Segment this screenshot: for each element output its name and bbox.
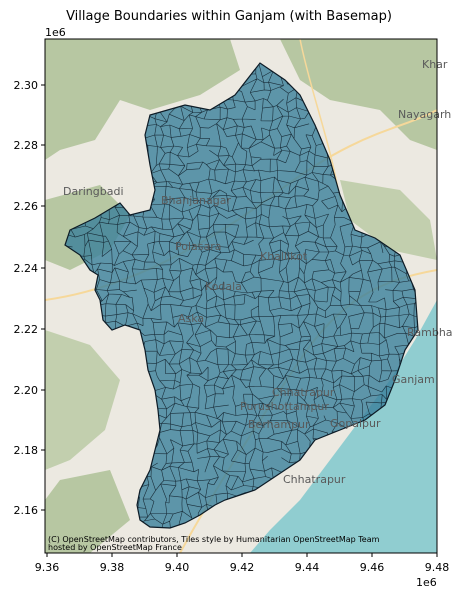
map-title: Village Boundaries within Ganjam (with B… <box>66 9 392 24</box>
place-label: Khar <box>422 58 448 71</box>
x-tick-label: 9.44 <box>295 561 320 574</box>
y-tick-label: 2.28 <box>14 139 39 152</box>
ganjam-district <box>64 62 419 529</box>
forest-area <box>340 180 437 260</box>
y-tick-label: 2.30 <box>14 79 39 92</box>
place-label: Polasara <box>175 240 222 253</box>
place-label: Gopalpur <box>330 417 381 430</box>
x-tick-label: 9.46 <box>360 561 385 574</box>
x-offset-label: 1e6 <box>416 576 437 589</box>
place-label: Bhanjanagar <box>161 194 231 207</box>
y-tick-label: 2.24 <box>14 262 39 275</box>
place-label: Kodala <box>205 280 242 293</box>
x-tick-label: 9.38 <box>100 561 125 574</box>
place-label: Ganjam <box>392 373 435 386</box>
x-axis: 9.36 9.38 9.40 9.42 9.44 9.46 9.48 <box>35 553 450 574</box>
place-label: Berhampur <box>248 418 310 431</box>
x-tick-label: 9.42 <box>230 561 255 574</box>
x-tick-label: 9.36 <box>35 561 60 574</box>
y-axis: 2.30 2.28 2.26 2.24 2.22 2.20 2.18 2.16 <box>14 79 45 517</box>
place-label: Chhatrapur <box>283 473 346 486</box>
y-offset-label: 1e6 <box>45 26 66 39</box>
sea-area <box>250 300 437 553</box>
place-label: Purushottampur <box>240 400 329 413</box>
attribution: (C) OpenStreetMap contributors, Tiles st… <box>48 535 380 552</box>
y-tick-label: 2.16 <box>14 504 39 517</box>
x-tick-label: 9.40 <box>165 561 190 574</box>
forest-area <box>45 330 120 470</box>
place-label: Nayagarh <box>398 108 451 121</box>
place-label: Aska <box>178 312 204 325</box>
place-label: Rambha <box>407 326 453 339</box>
place-labels: Daringbadi Bhanjanagar Nayagarh Khar Ask… <box>63 58 453 486</box>
forest-area <box>45 470 130 553</box>
place-label: Daringbadi <box>63 185 124 198</box>
district-boundary <box>64 62 419 529</box>
place-label: Khallikot <box>260 250 308 263</box>
attribution-line-1: (C) OpenStreetMap contributors, Tiles st… <box>48 535 380 544</box>
attribution-line-2: hosted by OpenStreetMap France <box>48 543 182 552</box>
forest-area <box>45 39 240 160</box>
forest-area <box>280 39 437 150</box>
y-tick-label: 2.22 <box>14 323 39 336</box>
place-label: Chhatrapur <box>272 386 335 399</box>
y-tick-label: 2.18 <box>14 444 39 457</box>
axes-frame <box>44 38 438 554</box>
y-tick-label: 2.20 <box>14 384 39 397</box>
y-tick-label: 2.26 <box>14 200 39 213</box>
x-tick-label: 9.48 <box>425 561 450 574</box>
